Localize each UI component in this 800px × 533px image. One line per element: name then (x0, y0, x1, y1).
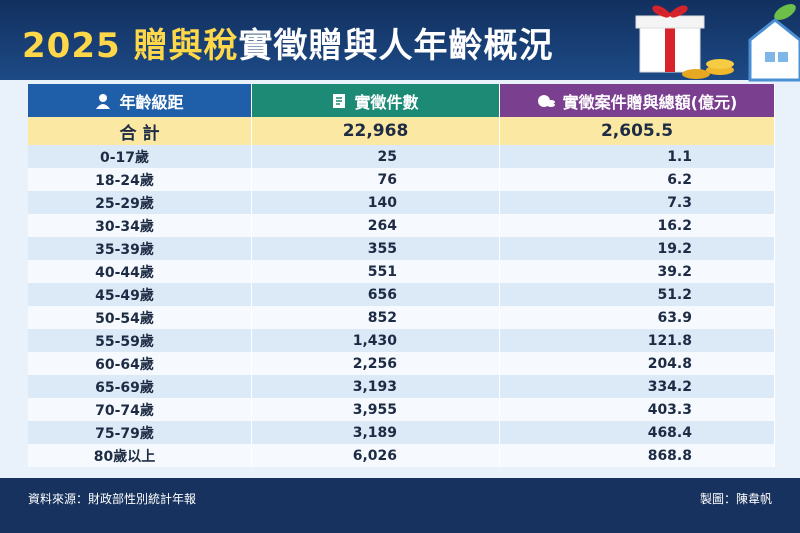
table-cell: 868.8 (500, 444, 775, 467)
table-cell: 19.2 (500, 237, 775, 260)
table-row: 60-64歲 2,256 204.8 (28, 352, 775, 375)
table-cell: 70-74歲 (28, 398, 252, 421)
table-row: 75-79歲 3,189 468.4 (28, 421, 775, 444)
table-cell: 468.4 (500, 421, 775, 444)
table-row: 55-59歲 1,430 121.8 (28, 329, 775, 352)
table-cell: 25 (252, 145, 500, 168)
table-row: 35-39歲 355 19.2 (28, 237, 775, 260)
table-row: 65-69歲 3,193 334.2 (28, 375, 775, 398)
header-text: 實徵案件贈與總額(億元) (562, 92, 738, 112)
table-cell: 7.3 (500, 191, 775, 214)
table-cell: 55-59歲 (28, 329, 252, 352)
doc-icon (333, 93, 346, 108)
total-row: 合 計 22,968 2,605.5 (28, 117, 775, 145)
table-row: 0-17歲 25 1.1 (28, 145, 775, 168)
table-cell: 76 (252, 168, 500, 191)
table-row: 25-29歲 140 7.3 (28, 191, 775, 214)
table-cell: 60-64歲 (28, 352, 252, 375)
table-row: 18-24歲 76 6.2 (28, 168, 775, 191)
title-rest: 實徵贈與人年齡概況 (238, 26, 554, 66)
header-cell: 實徵件數 (252, 84, 500, 117)
table-cell: 80歲以上 (28, 444, 252, 467)
table-cell: 852 (252, 306, 500, 329)
title: 2025 贈與稅實徵贈與人年齡概況 (22, 18, 553, 67)
table-cell: 1,430 (252, 329, 500, 352)
table-cell: 656 (252, 283, 500, 306)
header-cell: 年齡級距 (28, 84, 252, 117)
table-cell: 25-29歲 (28, 191, 252, 214)
table-cell: 6.2 (500, 168, 775, 191)
header-text: 實徵件數 (354, 92, 419, 112)
table-cell: 264 (252, 214, 500, 237)
money-icon (537, 94, 555, 107)
table-cell: 63.9 (500, 306, 775, 329)
header-row: 年齡級距 實徵件數 實徵案件贈與總額(億元) (28, 84, 775, 117)
header-cell: 實徵案件贈與總額(億元) (500, 84, 775, 117)
table-cell: 334.2 (500, 375, 775, 398)
title-highlight: 2025 贈與稅 (22, 26, 239, 66)
table-cell: 16.2 (500, 214, 775, 237)
table-cell: 50-54歲 (28, 306, 252, 329)
gift-decoration (635, 4, 800, 82)
total-cell: 2,605.5 (500, 117, 775, 145)
table-cell: 6,026 (252, 444, 500, 467)
table-cell: 403.3 (500, 398, 775, 421)
table-cell: 40-44歲 (28, 260, 252, 283)
header-text: 年齡級距 (119, 92, 184, 112)
table-cell: 39.2 (500, 260, 775, 283)
table-row: 50-54歲 852 63.9 (28, 306, 775, 329)
table-row: 70-74歲 3,955 403.3 (28, 398, 775, 421)
table-cell: 51.2 (500, 283, 775, 306)
table-cell: 0-17歲 (28, 145, 252, 168)
table-cell: 18-24歲 (28, 168, 252, 191)
table-cell: 355 (252, 237, 500, 260)
table-row: 45-49歲 656 51.2 (28, 283, 775, 306)
table-cell: 140 (252, 191, 500, 214)
person-icon (96, 93, 111, 109)
table-cell: 3,955 (252, 398, 500, 421)
table-cell: 2,256 (252, 352, 500, 375)
table-cell: 551 (252, 260, 500, 283)
table-cell: 30-34歲 (28, 214, 252, 237)
footer: 資料來源：財政部性別統計年報 製圖：陳韋帆 (0, 478, 800, 533)
credit: 製圖：陳韋帆 (699, 492, 772, 506)
table-cell: 35-39歲 (28, 237, 252, 260)
table-cell: 204.8 (500, 352, 775, 375)
total-cell: 合 計 (28, 117, 252, 145)
table-cell: 75-79歲 (28, 421, 252, 444)
table-row: 30-34歲 264 16.2 (28, 214, 775, 237)
table-cell: 121.8 (500, 329, 775, 352)
table-cell: 3,189 (252, 421, 500, 444)
table-row: 40-44歲 551 39.2 (28, 260, 775, 283)
table-cell: 45-49歲 (28, 283, 252, 306)
table-cell: 1.1 (500, 145, 775, 168)
table: 年齡級距 實徵件數 實徵案件贈與總額(億元) 合 計 22,968 2,605.… (28, 84, 775, 467)
source: 資料來源：財政部性別統計年報 (28, 492, 197, 506)
table-cell: 65-69歲 (28, 375, 252, 398)
table-cell: 3,193 (252, 375, 500, 398)
table-row: 80歲以上 6,026 868.8 (28, 444, 775, 467)
total-cell: 22,968 (252, 117, 500, 145)
